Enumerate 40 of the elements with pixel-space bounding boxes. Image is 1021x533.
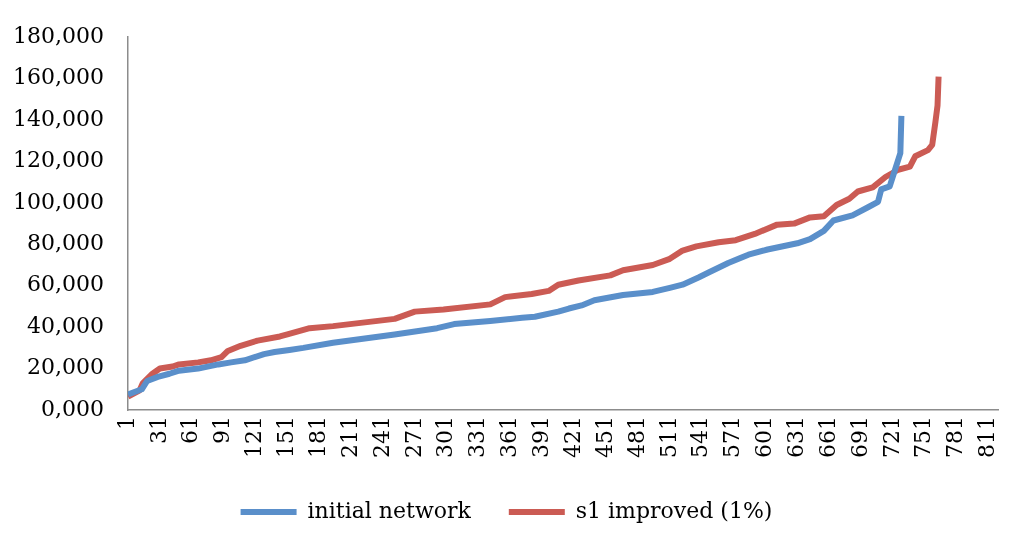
legend-label: s1 improved (1%) xyxy=(575,497,773,523)
x-tick-label: 781 xyxy=(942,416,968,458)
x-tick-label: 181 xyxy=(304,416,330,458)
x-tick-label: 1 xyxy=(113,416,139,430)
x-tick-label: 601 xyxy=(751,416,777,458)
x-tick-label: 31 xyxy=(145,416,171,444)
x-tick-label: 451 xyxy=(591,416,617,458)
x-tick-label: 301 xyxy=(432,416,458,458)
y-tick-label: 180,000 xyxy=(13,22,104,48)
y-tick-label: 100,000 xyxy=(13,188,104,214)
y-tick-label: 0,000 xyxy=(41,395,104,421)
y-tick-label: 40,000 xyxy=(27,312,104,338)
x-tick-label: 751 xyxy=(910,416,936,458)
x-tick-label: 421 xyxy=(559,416,585,458)
x-tick-label: 631 xyxy=(783,416,809,458)
y-tick-label: 140,000 xyxy=(13,105,104,131)
y-tick-label: 20,000 xyxy=(27,354,104,380)
x-tick-label: 271 xyxy=(400,416,426,458)
x-tick-label: 721 xyxy=(878,416,904,458)
x-tick-label: 121 xyxy=(241,416,267,458)
x-tick-label: 91 xyxy=(209,416,235,444)
x-tick-label: 361 xyxy=(496,416,522,458)
x-tick-label: 691 xyxy=(846,416,872,458)
y-tick-label: 80,000 xyxy=(27,230,104,256)
x-tick-label: 151 xyxy=(273,416,299,458)
x-tick-label: 211 xyxy=(336,416,362,458)
x-tick-label: 391 xyxy=(528,416,554,458)
y-tick-label: 160,000 xyxy=(13,64,104,90)
x-tick-label: 511 xyxy=(655,416,681,458)
y-tick-label: 120,000 xyxy=(13,147,104,173)
x-tick-label: 331 xyxy=(464,416,490,458)
legend-label: initial network xyxy=(307,497,472,523)
x-tick-label: 571 xyxy=(719,416,745,458)
x-tick-label: 541 xyxy=(687,416,713,458)
x-tick-label: 241 xyxy=(368,416,394,458)
x-tick-label: 811 xyxy=(974,416,1000,458)
y-tick-label: 60,000 xyxy=(27,271,104,297)
x-tick-label: 661 xyxy=(814,416,840,458)
x-tick-label: 61 xyxy=(177,416,203,444)
x-tick-label: 481 xyxy=(623,416,649,458)
